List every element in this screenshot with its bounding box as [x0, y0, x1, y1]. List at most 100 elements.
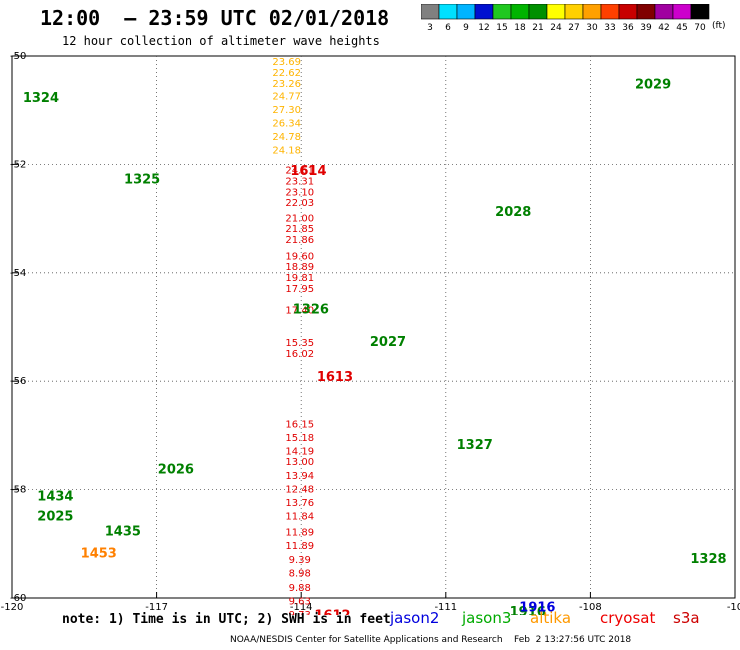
y-tick-label: -58	[10, 485, 26, 496]
colorbar-label: 24	[550, 23, 562, 33]
page-subtitle: 12 hour collection of altimeter wave hei…	[62, 34, 380, 48]
x-tick-label: -117	[145, 602, 168, 613]
data-point-label: 16.02	[285, 349, 314, 360]
x-tick-label: -111	[434, 602, 457, 613]
data-point-label: 13.76	[285, 498, 314, 509]
colorbar-label: 36	[622, 23, 634, 33]
pass-time-label: 1324	[23, 91, 59, 106]
data-point-label: 9.39	[289, 555, 311, 566]
colorbar-swatch	[672, 4, 692, 20]
pass-time-label: 1325	[124, 172, 160, 187]
colorbar-label: 42	[658, 23, 669, 33]
data-point-label: 11.89	[285, 528, 314, 539]
colorbar-label: 70	[694, 23, 706, 33]
data-point-label: 17.40	[285, 305, 314, 316]
legend-note: note: 1) Time is in UTC; 2) SWH is in fe…	[62, 612, 391, 627]
colorbar-swatch	[456, 4, 476, 20]
colorbar-label: 27	[568, 23, 579, 33]
colorbar-swatch	[546, 4, 566, 20]
colorbar-swatch	[636, 4, 656, 20]
colorbar-swatch	[564, 4, 584, 20]
y-tick-label: -56	[10, 376, 26, 387]
pass-time-label: 2026	[158, 462, 194, 477]
colorbar-label: 30	[586, 23, 598, 33]
colorbar-swatch	[438, 4, 458, 20]
y-tick-label: -52	[10, 159, 26, 170]
colorbar-units: (ft)	[712, 21, 726, 31]
colorbar-swatch	[492, 4, 512, 20]
data-point-label: 21.86	[285, 235, 314, 246]
colorbar-swatch	[528, 4, 548, 20]
data-point-label: 19.60	[285, 251, 314, 262]
data-point-label: 12.48	[285, 484, 314, 495]
colorbar-label: 45	[676, 23, 687, 33]
colorbar-swatch	[510, 4, 530, 20]
data-point-label: 24.61	[285, 166, 314, 177]
pass-time-label: 2028	[495, 205, 531, 220]
data-point-label: 24.77	[272, 91, 301, 102]
x-tick-label: -10	[727, 602, 740, 613]
data-point-label: 13.94	[285, 471, 314, 482]
data-point-label: 21.00	[285, 213, 314, 224]
x-tick-label: -120	[1, 602, 24, 613]
data-point-label: 19.81	[285, 273, 314, 284]
colorbar: 3 6 9 12 15 18 21 24 27 30 33 36 39 42 45 70	[421, 4, 710, 33]
colorbar-label: 15	[496, 23, 507, 33]
pass-time-label: 2029	[635, 78, 671, 93]
colorbar-label: 33	[604, 23, 615, 33]
data-point-label: 21.85	[285, 224, 314, 235]
pass-time-label: 1326	[293, 302, 329, 317]
y-tick-label: -54	[10, 268, 26, 279]
colorbar-swatch	[582, 4, 602, 20]
pass-time-label: 1434	[37, 489, 73, 504]
colorbar-label: 12	[478, 23, 489, 33]
data-point-label: 23.69	[272, 57, 301, 68]
pass-time-label: 1613	[317, 370, 353, 385]
data-point-label: 23.26	[272, 79, 301, 90]
pass-time-label: 1328	[690, 552, 726, 567]
x-tick-label: -108	[579, 602, 602, 613]
data-point-label: 15.18	[285, 433, 314, 444]
data-point-label: 22.03	[285, 198, 314, 209]
data-point-label: 9.63	[289, 597, 311, 608]
colorbar-swatch	[421, 4, 440, 20]
pass-time-label: 1435	[105, 525, 141, 540]
colorbar-swatch	[600, 4, 620, 20]
data-point-label: 17.95	[285, 284, 314, 295]
colorbar-swatch	[654, 4, 674, 20]
pass-time-label: 1453	[81, 546, 117, 561]
pass-time-label: 2025	[37, 509, 73, 524]
x-tick-label: -114	[290, 602, 313, 613]
legend-jason2: jason2	[390, 609, 440, 627]
colorbar-swatch	[618, 4, 638, 20]
data-point-label: 23.31	[285, 176, 314, 187]
pass-time-label: 2027	[370, 335, 406, 350]
y-tick-label: -60	[10, 593, 26, 604]
data-point-label: 26.34	[272, 118, 301, 129]
data-point-label: 9.73	[289, 610, 311, 615]
legend-cryosat: cryosat	[600, 609, 656, 627]
data-point-label: 22.62	[272, 68, 301, 79]
plot-frame	[11, 55, 736, 599]
page-title: 12:00 – 23:59 UTC 02/01/2018	[40, 6, 390, 30]
data-point-label: 18.89	[285, 262, 314, 273]
data-point-label: 13.00	[285, 457, 314, 468]
pass-time-label: 1612	[314, 609, 350, 615]
data-point-label: 24.18	[272, 146, 301, 157]
colorbar-label: 21	[532, 23, 543, 33]
y-tick-label: -50	[10, 51, 26, 62]
colorbar-swatch	[690, 4, 710, 20]
colorbar-label: 9	[463, 23, 469, 33]
pass-time-label: 1916	[510, 605, 546, 615]
footer-credit: NOAA/NESDIS Center for Satellite Applica…	[230, 635, 632, 645]
colorbar-label: 6	[445, 23, 451, 33]
data-point-label: 16.15	[285, 419, 314, 430]
data-point-label: 11.84	[285, 511, 314, 522]
legend-jason3: jason3	[462, 609, 512, 627]
pass-time-label: 1327	[457, 438, 493, 453]
data-point-label: 9.88	[289, 583, 311, 594]
data-point-label: 8.98	[289, 568, 311, 579]
colorbar-label: 18	[514, 23, 526, 33]
colorbar-label: 3	[427, 23, 433, 33]
